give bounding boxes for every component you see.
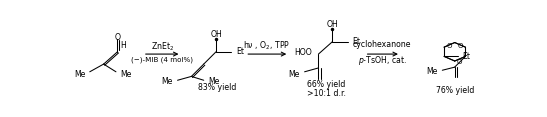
Text: 76% yield: 76% yield xyxy=(435,86,474,95)
Text: cyclohexanone: cyclohexanone xyxy=(353,40,411,49)
Text: O: O xyxy=(115,33,121,42)
Text: OH: OH xyxy=(210,30,222,39)
Text: O: O xyxy=(457,59,463,65)
Text: O: O xyxy=(458,43,463,49)
Text: O: O xyxy=(446,43,452,49)
Text: Me: Me xyxy=(74,70,85,79)
Text: 83% yield: 83% yield xyxy=(199,83,237,92)
Text: HOO: HOO xyxy=(294,48,312,57)
Text: Me: Me xyxy=(289,70,300,79)
Text: OH: OH xyxy=(327,20,338,29)
Text: 66% yield: 66% yield xyxy=(307,80,345,89)
Text: Me: Me xyxy=(208,77,220,86)
Text: Me: Me xyxy=(120,70,131,79)
Text: Et: Et xyxy=(352,37,360,46)
Text: H: H xyxy=(120,41,126,50)
Text: Me: Me xyxy=(426,67,438,76)
Text: >10:1 d.r.: >10:1 d.r. xyxy=(307,89,346,98)
Text: $p$-TsOH, cat.: $p$-TsOH, cat. xyxy=(358,54,407,67)
Text: Me: Me xyxy=(161,77,173,86)
Text: hν , O$_2$, TPP: hν , O$_2$, TPP xyxy=(243,39,290,52)
Text: Et: Et xyxy=(236,47,244,56)
Text: (−)-MIB (4 mol%): (−)-MIB (4 mol%) xyxy=(131,57,193,64)
Text: ZnEt$_2$: ZnEt$_2$ xyxy=(150,40,174,53)
Text: Et: Et xyxy=(463,52,470,61)
